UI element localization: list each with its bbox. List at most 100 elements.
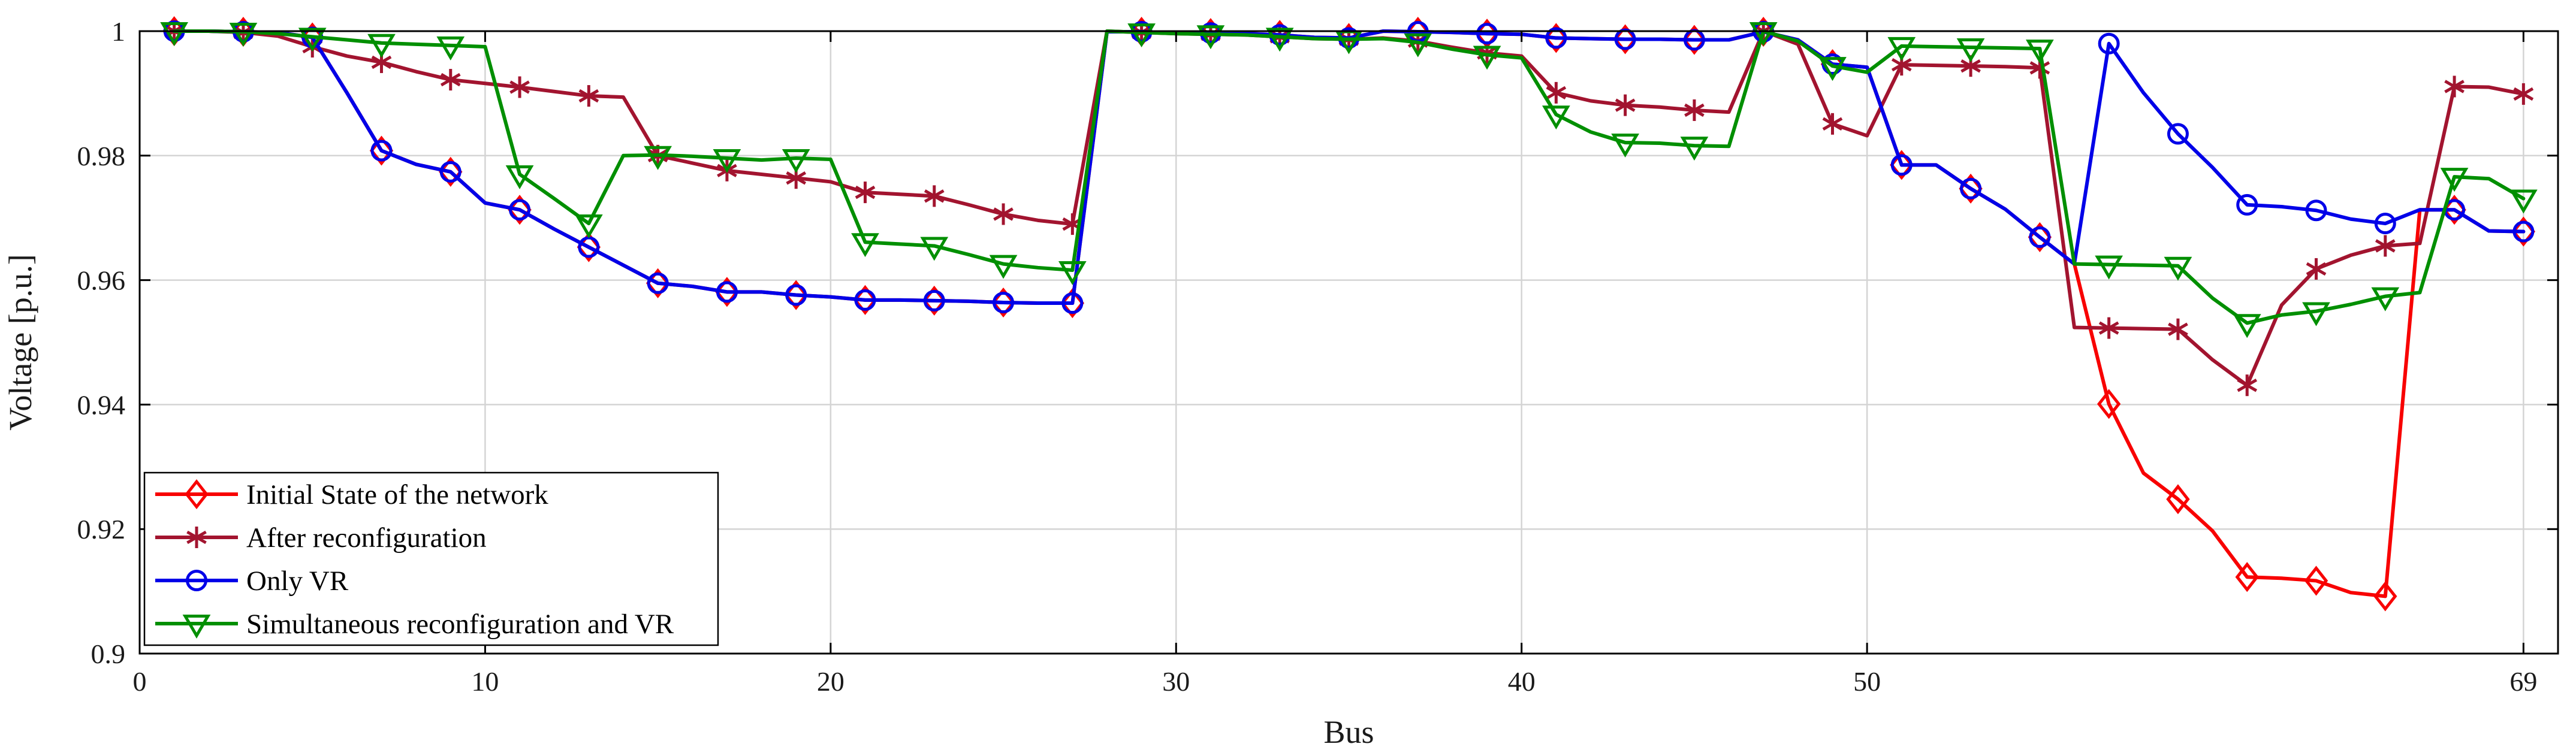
y-tick-label: 0.98	[77, 141, 126, 171]
triangle-down-marker	[1611, 133, 1639, 158]
circle-marker	[716, 281, 738, 303]
asterisk-marker	[371, 55, 392, 69]
x-tick-label: 50	[1853, 666, 1881, 697]
legend-label: After reconfiguration	[246, 522, 487, 554]
legend-item-1: After reconfiguration	[155, 522, 487, 554]
triangle-down-marker	[2302, 302, 2330, 326]
circle-marker	[1890, 154, 1913, 176]
triangle-down-marker	[713, 149, 741, 173]
y-axis-label: Voltage [p.u.]	[2, 254, 38, 430]
asterisk-marker	[2098, 321, 2119, 335]
triangle-down-marker	[1542, 105, 1570, 130]
circle-marker	[186, 570, 207, 591]
diamond-marker	[2097, 389, 2121, 419]
legend-item-3: Simultaneous reconfiguration and VR	[155, 609, 674, 640]
triangle-down-marker	[2440, 168, 2469, 192]
asterisk-marker	[186, 530, 207, 545]
asterisk-marker	[2306, 262, 2327, 276]
circle-marker	[854, 289, 876, 311]
triangle-down-marker	[298, 28, 327, 52]
triangle-down-marker	[505, 165, 534, 189]
asterisk-marker	[1684, 103, 1705, 117]
series-3	[160, 22, 2538, 338]
y-tick-label: 0.94	[77, 389, 126, 420]
triangle-down-marker	[1887, 37, 1916, 61]
asterisk-marker	[2444, 80, 2465, 93]
asterisk-marker	[1891, 58, 1912, 72]
triangle-down-marker	[2371, 287, 2400, 312]
triangle-down-marker	[1956, 38, 1985, 62]
circle-marker	[2236, 193, 2258, 216]
triangle-down-marker	[2095, 255, 2123, 280]
asterisk-marker	[993, 207, 1013, 221]
triangle-down-marker	[574, 214, 603, 239]
circle-marker	[923, 289, 945, 312]
triangle-down-marker	[229, 23, 258, 47]
asterisk-marker	[440, 72, 461, 87]
triangle-down-marker	[1127, 23, 1156, 48]
circle-marker	[2167, 123, 2189, 145]
asterisk-marker	[509, 80, 530, 94]
triangle-down-marker	[436, 36, 465, 61]
triangle-down-marker	[1473, 46, 1501, 70]
triangle-down-marker	[989, 255, 1018, 279]
circle-marker	[1061, 292, 1084, 315]
y-tick-label: 0.96	[77, 265, 126, 296]
diamond-marker	[2304, 566, 2328, 596]
series-markers-3	[160, 22, 2538, 338]
circle-marker	[2512, 220, 2535, 243]
circle-marker	[1960, 177, 1982, 199]
asterisk-marker	[578, 89, 599, 103]
circle-marker	[2029, 226, 2051, 248]
asterisk-marker	[855, 185, 876, 199]
y-tick-label: 0.92	[77, 514, 126, 545]
diamond-marker	[185, 479, 209, 510]
triangle-down-marker	[782, 149, 810, 173]
triangle-down-marker	[160, 22, 189, 46]
circle-marker	[2305, 199, 2327, 222]
triangle-down-marker	[2026, 40, 2054, 64]
diamond-marker	[2235, 562, 2259, 592]
circle-marker	[2374, 213, 2396, 235]
diamond-marker	[2373, 581, 2397, 612]
circle-marker	[509, 199, 531, 221]
triangle-down-marker	[2233, 314, 2261, 338]
circle-marker	[1476, 23, 1498, 45]
asterisk-marker	[786, 171, 807, 185]
x-tick-label: 20	[817, 666, 844, 697]
legend-label: Simultaneous reconfiguration and VR	[246, 609, 674, 640]
asterisk-marker	[2513, 87, 2534, 101]
asterisk-marker	[1546, 86, 1567, 100]
circle-marker	[1614, 28, 1636, 50]
axes-box	[138, 30, 2559, 655]
tick-labels: 0 10 20 30 40 50 69 0.9 0.92 0.94 0.96 0.98 1	[77, 16, 2558, 697]
asterisk-marker	[2375, 239, 2396, 253]
asterisk-marker	[2168, 322, 2188, 336]
triangle-down-marker	[367, 34, 396, 58]
x-tick-label: 40	[1508, 666, 1536, 697]
triangle-down-marker	[851, 233, 879, 258]
triangle-down-marker	[1404, 33, 1432, 58]
y-tick-label: 1	[111, 16, 125, 47]
triangle-down-marker	[644, 146, 672, 170]
triangle-down-marker	[1818, 57, 1847, 81]
legend-item-0: Initial State of the network	[155, 479, 548, 510]
legend: Initial State of the network After reconf…	[143, 471, 719, 646]
circle-marker	[370, 140, 393, 162]
triangle-down-marker	[1265, 28, 1294, 52]
x-tick-label: 69	[2509, 666, 2537, 697]
asterisk-marker	[1822, 117, 1843, 131]
legend-label: Initial State of the network	[246, 479, 548, 510]
triangle-down-marker	[1680, 137, 1709, 161]
circle-marker	[439, 161, 461, 183]
asterisk-marker	[2237, 379, 2258, 392]
circle-marker	[647, 272, 669, 294]
asterisk-marker	[924, 189, 945, 203]
diamond-marker	[2166, 484, 2190, 515]
asterisk-marker	[1960, 59, 1981, 73]
circle-marker	[993, 292, 1015, 314]
triangle-down-marker	[1196, 25, 1225, 50]
